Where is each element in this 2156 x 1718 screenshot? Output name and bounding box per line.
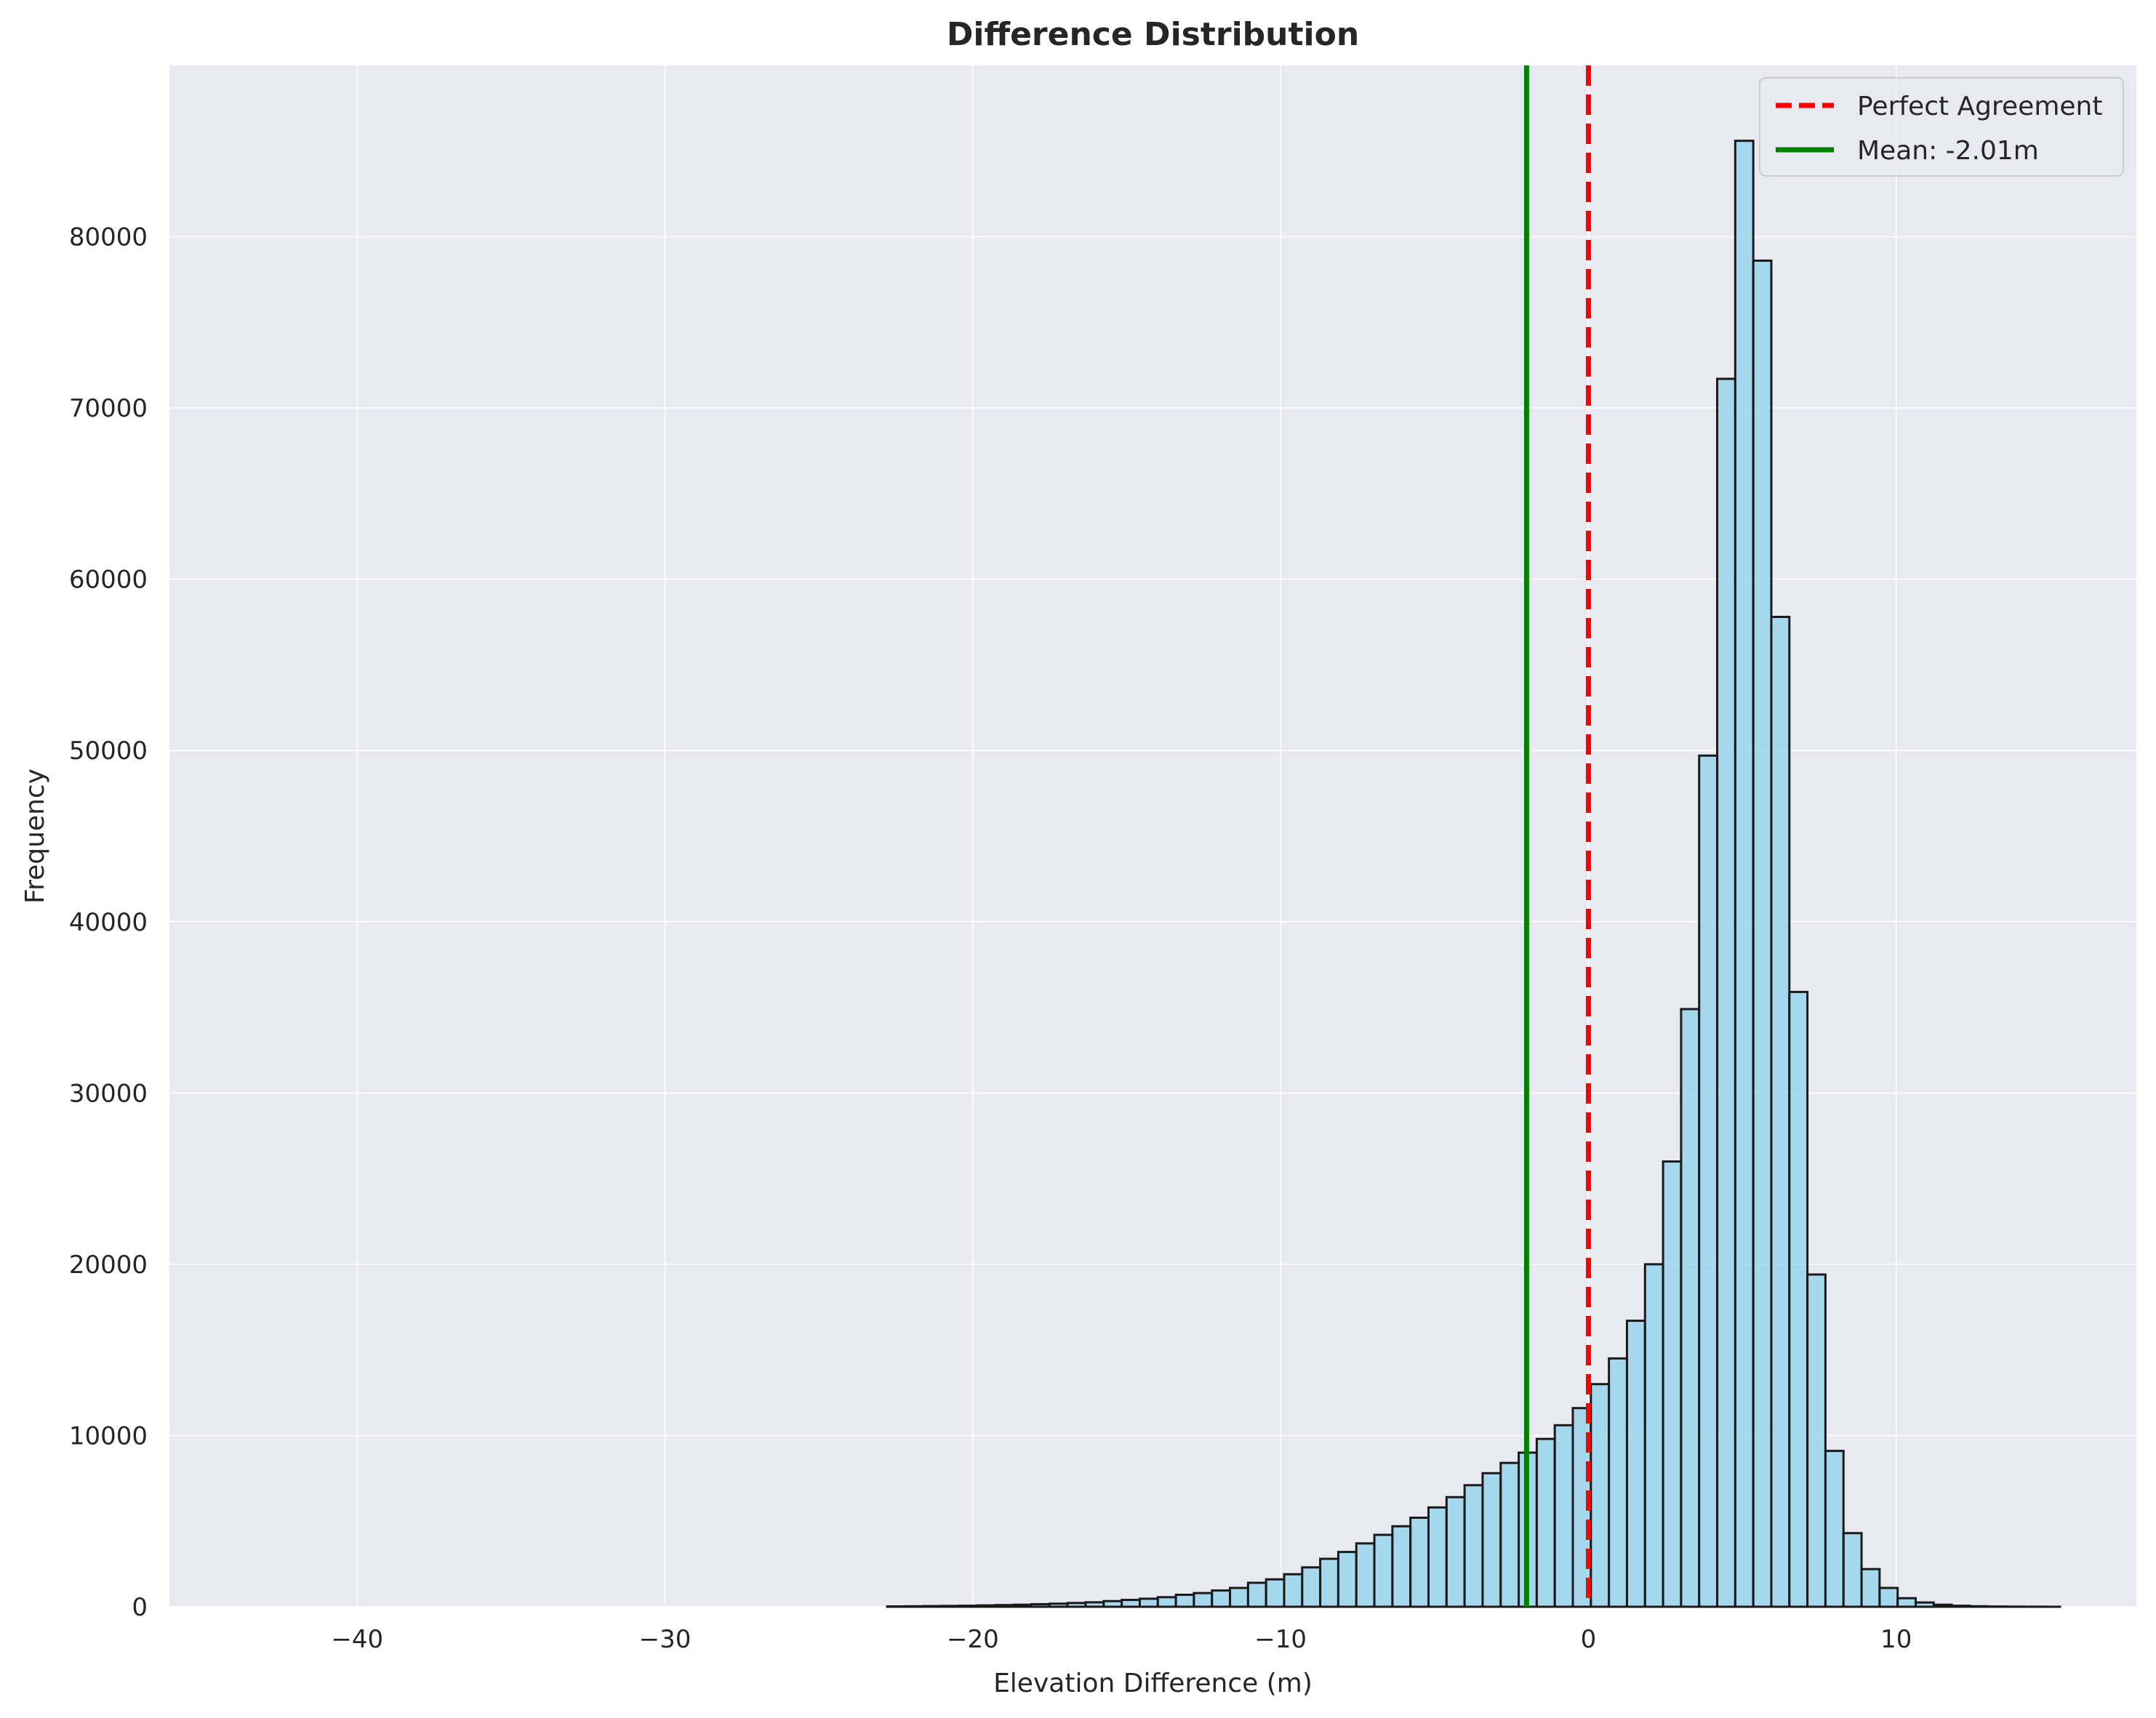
- histogram-bar: [1878, 1586, 1899, 1608]
- histogram-bar: [1481, 1472, 1502, 1608]
- histogram-bar: [1102, 1599, 1123, 1608]
- legend: Perfect Agreement Mean: -2.01m: [1759, 77, 2124, 177]
- histogram-bar: [958, 1605, 979, 1608]
- histogram-bar: [922, 1605, 942, 1608]
- histogram-bar: [1121, 1599, 1141, 1608]
- histogram-bar: [1499, 1461, 1520, 1608]
- histogram-bar: [1319, 1557, 1339, 1608]
- histogram-bars: [886, 140, 2061, 1608]
- y-tick-label: 0: [132, 1593, 148, 1622]
- histogram-bar: [1553, 1424, 1574, 1608]
- histogram-bar: [1193, 1591, 1214, 1608]
- histogram-bar: [1770, 615, 1791, 1608]
- histogram-bar: [1698, 754, 1719, 1608]
- reference-lines: [1523, 65, 1591, 1607]
- histogram-bar: [1211, 1589, 1232, 1608]
- x-tick-label: 10: [1880, 1625, 1912, 1654]
- x-tick-label: −20: [947, 1625, 999, 1654]
- histogram-bar: [1950, 1605, 1971, 1608]
- histogram-bar: [1265, 1578, 1286, 1608]
- histogram-bar: [1156, 1596, 1177, 1608]
- histogram-bar: [1229, 1586, 1249, 1608]
- histogram-bar: [1968, 1605, 1989, 1608]
- y-tick-label: 60000: [69, 566, 148, 595]
- legend-box: [1759, 77, 2124, 177]
- histogram-bar: [1463, 1484, 1484, 1608]
- histogram-bar: [1860, 1568, 1881, 1608]
- histogram-bar: [1752, 260, 1773, 1608]
- legend-label: Perfect Agreement: [1857, 92, 2102, 121]
- y-tick-label: 10000: [69, 1421, 148, 1450]
- histogram-bar: [1680, 1008, 1701, 1608]
- chart-title: Difference Distribution: [947, 16, 1359, 53]
- histogram-bar: [904, 1605, 925, 1608]
- histogram-bar: [1409, 1517, 1430, 1608]
- histogram-bar: [1138, 1597, 1159, 1608]
- x-tick-label: −10: [1254, 1625, 1307, 1654]
- x-tick-label: −40: [331, 1625, 383, 1654]
- histogram-bar: [1788, 990, 1809, 1608]
- histogram-bar: [1824, 1450, 1845, 1608]
- histogram-bar: [1896, 1597, 1917, 1608]
- histogram-bar: [1391, 1525, 1412, 1608]
- y-tick-label: 70000: [69, 394, 148, 423]
- histogram-bar: [1625, 1320, 1646, 1608]
- grid: [169, 65, 2136, 1607]
- histogram-bar: [1373, 1533, 1394, 1608]
- histogram-bar: [1084, 1601, 1105, 1608]
- histogram-bar: [1932, 1603, 1953, 1608]
- histogram-bar: [1174, 1594, 1195, 1608]
- histogram-bar: [1662, 1160, 1683, 1608]
- tick-labels: −40 −30 −20 −10 0 10 0 10000 20000 30000 40000 5000…: [69, 223, 1912, 1654]
- histogram-bar: [1048, 1602, 1069, 1608]
- histogram-bar: [976, 1604, 997, 1608]
- histogram-bar: [1355, 1542, 1376, 1608]
- histogram-bar: [1842, 1532, 1863, 1608]
- y-tick-label: 40000: [69, 908, 148, 937]
- histogram-bar: [1283, 1573, 1304, 1608]
- legend-label: Mean: -2.01m: [1857, 136, 2039, 166]
- y-axis-label: Frequency: [20, 768, 50, 904]
- y-tick-label: 30000: [69, 1079, 148, 1108]
- histogram-bar: [1535, 1437, 1556, 1608]
- x-axis-label: Elevation Difference (m): [993, 1669, 1313, 1698]
- histogram-bar: [1608, 1357, 1628, 1608]
- histogram-bar: [1337, 1551, 1358, 1608]
- y-tick-label: 80000: [69, 223, 148, 252]
- histogram-bar: [1301, 1566, 1322, 1608]
- histogram-bar: [1716, 377, 1736, 1608]
- histogram-bar: [1012, 1603, 1033, 1608]
- histogram-bar: [1030, 1602, 1051, 1608]
- x-tick-label: 0: [1581, 1625, 1597, 1654]
- histogram-bar: [1914, 1601, 1935, 1608]
- histogram-bar: [1806, 1273, 1827, 1608]
- histogram-bar: [1427, 1506, 1448, 1608]
- histogram-bar: [1246, 1581, 1267, 1608]
- histogram-bar: [939, 1605, 961, 1608]
- plot-background: [169, 65, 2136, 1607]
- y-tick-label: 20000: [69, 1251, 148, 1280]
- histogram-bar: [1445, 1496, 1466, 1608]
- histogram-bar: [1590, 1383, 1611, 1608]
- x-tick-label: −30: [639, 1625, 692, 1654]
- y-tick-label: 50000: [69, 736, 148, 766]
- histogram-bar: [1734, 140, 1755, 1608]
- histogram-bar: [994, 1604, 1015, 1608]
- histogram-bar: [1643, 1263, 1664, 1608]
- histogram-bar: [1066, 1602, 1087, 1608]
